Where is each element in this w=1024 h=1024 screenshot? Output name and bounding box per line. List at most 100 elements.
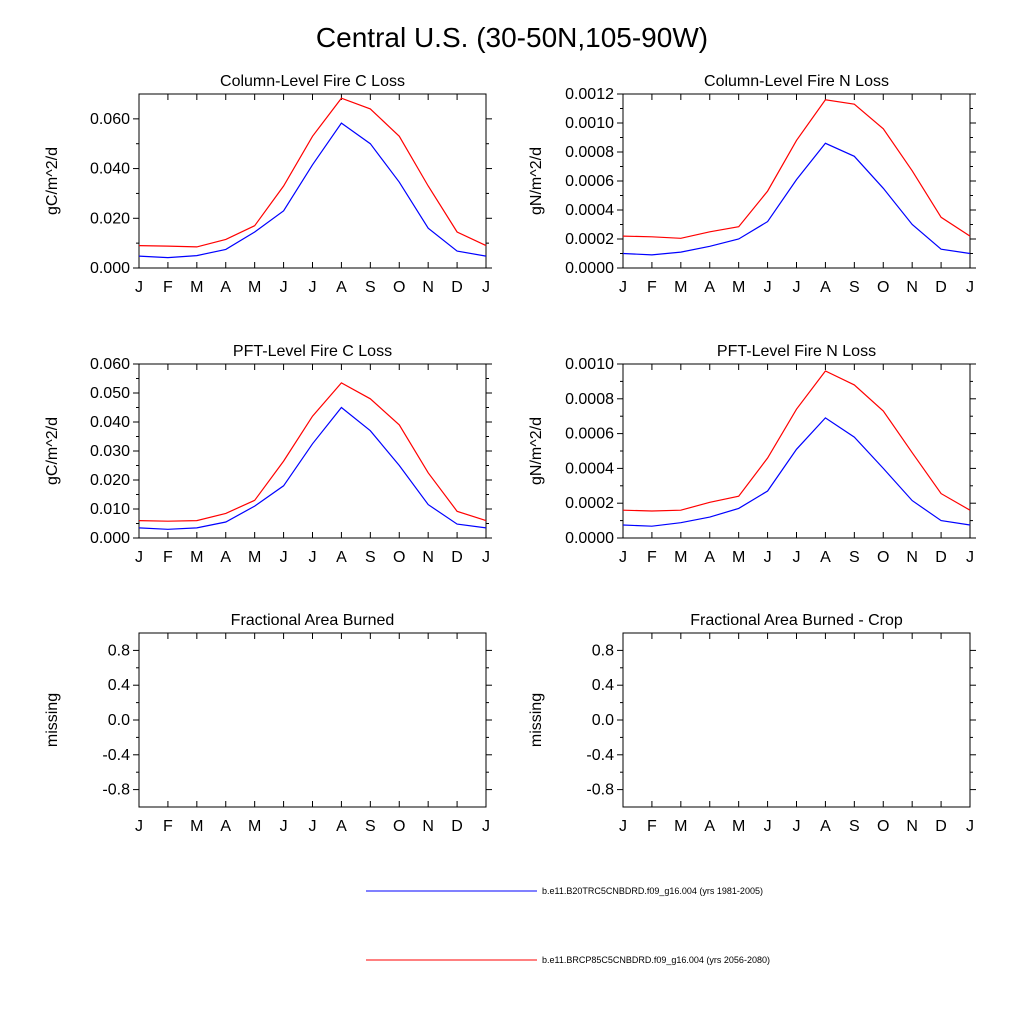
y-tick-label: 0.0002 xyxy=(565,495,614,512)
x-tick-label: J xyxy=(966,549,974,566)
panel-title: Column-Level Fire C Loss xyxy=(220,73,405,90)
x-tick-label: J xyxy=(280,549,288,566)
x-tick-label: A xyxy=(704,549,715,566)
y-tick-label: 0.010 xyxy=(90,501,130,518)
x-tick-label: N xyxy=(906,279,918,296)
x-tick-label: J xyxy=(135,549,143,566)
y-tick-label: 0.4 xyxy=(108,677,130,694)
series-line-1 xyxy=(622,142,971,256)
legend-label-historical: b.e11.B20TRC5CNBDRD.f09_g16.004 (yrs 198… xyxy=(542,886,763,896)
plot-frame xyxy=(138,632,487,808)
x-tick-label: J xyxy=(309,818,317,835)
x-tick-label: O xyxy=(877,549,889,566)
x-tick-label: J xyxy=(966,818,974,835)
panel-title: Fractional Area Burned - Crop xyxy=(690,612,903,629)
x-tick-label: O xyxy=(393,279,405,296)
x-tick-label: D xyxy=(451,549,463,566)
x-tick-label: O xyxy=(393,818,405,835)
x-tick-label: N xyxy=(906,549,918,566)
x-tick-label: A xyxy=(820,818,831,835)
x-tick-label: J xyxy=(619,818,627,835)
x-tick-label: O xyxy=(393,549,405,566)
y-tick-label: -0.4 xyxy=(102,747,130,764)
y-tick-label: 0.030 xyxy=(90,443,130,460)
x-tick-label: J xyxy=(309,279,317,296)
y-tick-label: 0.0000 xyxy=(565,530,614,547)
series-line-1 xyxy=(138,406,487,530)
y-tick-label: 0.020 xyxy=(90,472,130,489)
x-tick-label: N xyxy=(422,279,434,296)
y-tick-label: 0.0004 xyxy=(565,202,614,219)
x-tick-label: M xyxy=(190,549,203,566)
legend-label-rcp85: b.e11.BRCP85C5CNBDRD.f09_g16.004 (yrs 20… xyxy=(542,955,770,965)
x-tick-label: O xyxy=(877,279,889,296)
y-tick-label: 0.0008 xyxy=(565,391,614,408)
x-tick-label: A xyxy=(220,279,231,296)
x-tick-label: M xyxy=(732,549,745,566)
y-tick-label: 0.000 xyxy=(90,260,130,277)
y-tick-label: -0.4 xyxy=(586,747,614,764)
series-line-2 xyxy=(622,370,971,512)
x-tick-label: A xyxy=(704,818,715,835)
x-tick-label: J xyxy=(793,818,801,835)
x-tick-label: J xyxy=(966,279,974,296)
x-tick-label: J xyxy=(280,818,288,835)
y-tick-label: 0.0 xyxy=(592,712,614,729)
y-tick-label: 0.020 xyxy=(90,210,130,227)
panel-title: Column-Level Fire N Loss xyxy=(704,73,889,90)
plot-frame xyxy=(138,363,487,539)
figure-title: Central U.S. (30-50N,105-90W) xyxy=(315,22,709,53)
x-tick-label: J xyxy=(764,279,772,296)
x-tick-label: A xyxy=(336,818,347,835)
x-tick-label: M xyxy=(732,818,745,835)
y-axis-label: gC/m^2/d xyxy=(44,417,61,485)
y-tick-label: 0.0002 xyxy=(565,231,614,248)
x-tick-label: O xyxy=(877,818,889,835)
x-tick-label: S xyxy=(849,818,860,835)
x-tick-label: J xyxy=(619,279,627,296)
y-tick-label: 0.8 xyxy=(592,642,614,659)
x-tick-label: A xyxy=(820,279,831,296)
x-tick-label: D xyxy=(451,279,463,296)
x-tick-label: M xyxy=(248,279,261,296)
y-tick-label: 0.050 xyxy=(90,385,130,402)
x-tick-label: N xyxy=(422,549,434,566)
x-tick-label: A xyxy=(820,549,831,566)
x-tick-label: F xyxy=(163,279,173,296)
x-tick-label: M xyxy=(732,279,745,296)
y-tick-label: 0.060 xyxy=(90,111,130,128)
series-line-2 xyxy=(622,99,971,239)
y-tick-label: 0.8 xyxy=(108,642,130,659)
x-tick-label: J xyxy=(764,549,772,566)
x-tick-label: S xyxy=(849,549,860,566)
x-tick-label: M xyxy=(674,818,687,835)
y-tick-label: 0.000 xyxy=(90,530,130,547)
x-tick-label: M xyxy=(674,279,687,296)
series-line-2 xyxy=(138,382,487,522)
panel-title: Fractional Area Burned xyxy=(231,612,395,629)
x-tick-label: A xyxy=(220,549,231,566)
chart-legend: b.e11.B20TRC5CNBDRD.f09_g16.004 (yrs 198… xyxy=(366,886,770,965)
x-tick-label: A xyxy=(704,279,715,296)
plot-frame xyxy=(622,632,971,808)
x-tick-label: D xyxy=(935,818,947,835)
series-line-1 xyxy=(138,122,487,259)
x-tick-label: J xyxy=(764,818,772,835)
x-tick-label: F xyxy=(647,818,657,835)
x-tick-label: J xyxy=(793,549,801,566)
y-axis-label: missing xyxy=(44,693,61,747)
y-tick-label: 0.0010 xyxy=(565,356,614,373)
y-tick-label: 0.060 xyxy=(90,356,130,373)
x-tick-label: A xyxy=(336,279,347,296)
x-tick-label: A xyxy=(336,549,347,566)
x-tick-label: M xyxy=(248,549,261,566)
y-tick-label: 0.040 xyxy=(90,414,130,431)
x-tick-label: J xyxy=(135,279,143,296)
x-tick-label: F xyxy=(647,549,657,566)
x-tick-label: J xyxy=(135,818,143,835)
